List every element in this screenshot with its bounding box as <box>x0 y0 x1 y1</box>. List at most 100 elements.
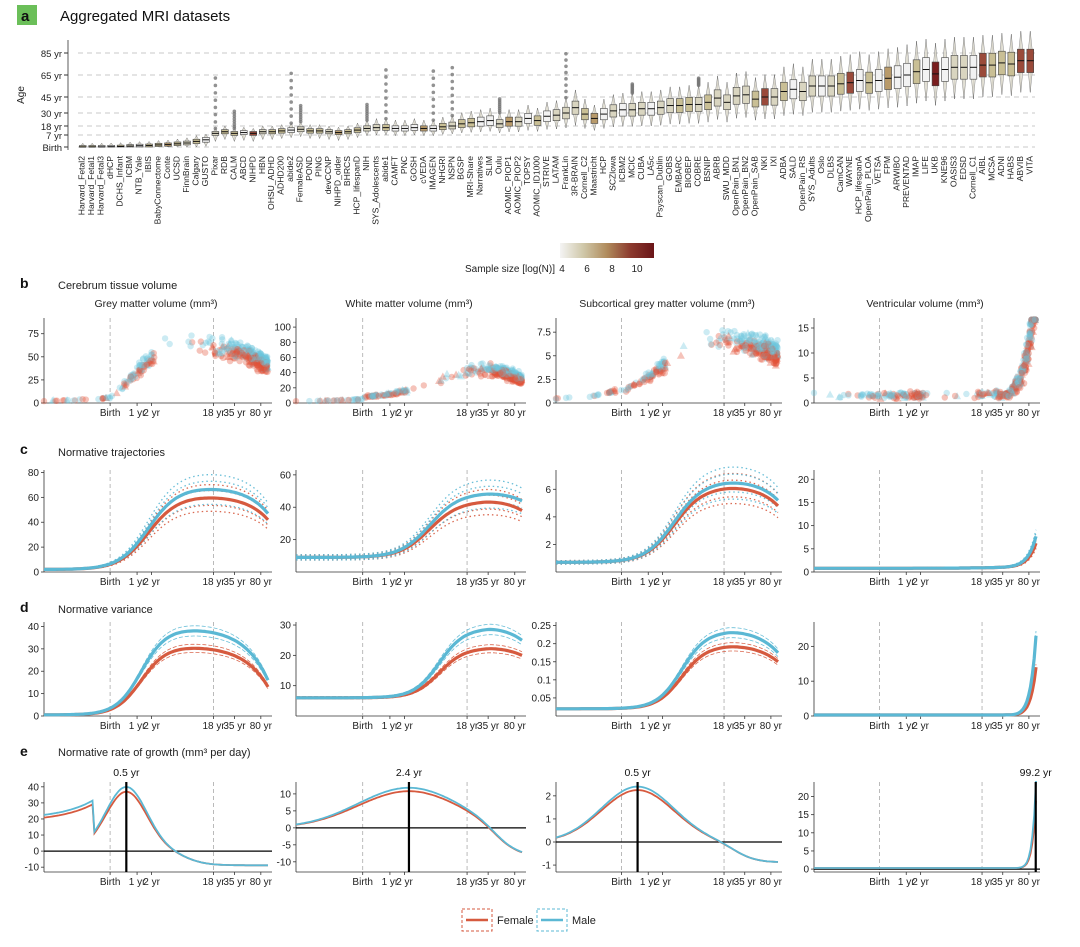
b3-point <box>760 351 767 358</box>
b3-point <box>766 352 773 359</box>
b1-point <box>131 373 139 380</box>
b2-point <box>513 371 521 378</box>
b4-point <box>994 390 1001 397</box>
b4-point <box>869 391 876 398</box>
b2-point <box>507 370 515 378</box>
b2-point <box>410 385 417 392</box>
b1-point <box>226 357 234 365</box>
b3-point <box>762 353 770 361</box>
b4-point <box>1005 390 1013 398</box>
b4-point <box>895 393 902 400</box>
b3-point <box>608 387 615 395</box>
b2-point <box>497 370 504 378</box>
b3-point <box>741 337 748 344</box>
b4-point <box>1031 316 1038 323</box>
b3-point <box>753 342 760 350</box>
b2-point <box>476 370 484 377</box>
b2-point <box>400 387 408 395</box>
a-category-label: CALM <box>228 156 238 180</box>
b4-point <box>922 391 930 399</box>
b4-point <box>1027 333 1034 340</box>
b2-point <box>517 378 525 386</box>
b3-point <box>759 345 767 353</box>
b4-point <box>997 391 1005 398</box>
b3-point <box>767 348 775 355</box>
e4-ytick-label: 10 <box>798 828 810 839</box>
b4-point <box>900 392 908 399</box>
b1-point <box>258 359 265 367</box>
c3-xtick-label: 1 yr <box>640 577 657 588</box>
b3-point <box>769 341 776 348</box>
a-outlier <box>630 82 635 86</box>
b4-point <box>1009 388 1016 395</box>
b4-point <box>981 390 989 398</box>
c4-xtick-label: 18 yr <box>971 577 994 588</box>
d2-xtick-label: 2 yr <box>396 721 413 732</box>
b2-point <box>512 372 519 379</box>
b3-point <box>740 330 748 338</box>
b4-point <box>1016 379 1023 386</box>
e2-ytick-label: 5 <box>285 806 291 817</box>
b1-point <box>256 354 263 361</box>
b3-point <box>762 352 769 359</box>
d2-xtick-label: 18 yr <box>456 721 479 732</box>
b2-xtick-label: 35 yr <box>477 408 500 419</box>
b2-point <box>372 391 380 398</box>
b4-point <box>997 393 1004 400</box>
b4-point <box>1030 316 1038 323</box>
a-outlier <box>450 93 455 98</box>
c1-female-line <box>43 496 270 572</box>
b3-point <box>756 331 764 338</box>
b3-point <box>708 341 715 348</box>
b4-point <box>975 389 984 397</box>
a-outlier <box>289 93 293 97</box>
b4-point <box>1028 319 1035 326</box>
a-category-label: GOBS <box>664 156 674 181</box>
b3-point <box>758 341 766 348</box>
b2-point <box>482 371 489 379</box>
b3-point <box>639 375 647 383</box>
b2-point <box>442 369 451 377</box>
a-outlier <box>564 64 568 69</box>
b4-point <box>1026 335 1033 343</box>
b3-point <box>773 343 780 350</box>
b2-point <box>511 369 519 376</box>
c4-centile-line <box>814 537 1037 569</box>
b4-point <box>1020 380 1028 387</box>
b3-point <box>655 366 662 373</box>
b3-point <box>752 349 759 356</box>
b4-point <box>876 394 883 401</box>
b4-point <box>890 392 898 399</box>
b1-point <box>258 355 265 362</box>
b2-point <box>399 387 406 394</box>
b3-point <box>606 389 613 397</box>
b3-point <box>770 343 778 351</box>
b1-point <box>235 347 243 354</box>
c3-centile-line <box>556 498 779 565</box>
b1-point <box>233 349 240 356</box>
b2-point <box>460 366 467 374</box>
b2-point <box>509 366 518 374</box>
b3-point <box>763 349 770 357</box>
b2-point <box>506 369 513 377</box>
e4-xtick-label: Birth <box>869 877 890 888</box>
b3-point <box>754 345 761 353</box>
b1-point <box>257 354 265 362</box>
b2-point <box>402 388 410 395</box>
b1-point <box>263 359 271 367</box>
b3-point <box>749 349 758 357</box>
c1-xtick-label: 35 yr <box>223 577 246 588</box>
b3-point <box>717 335 725 342</box>
b2-point <box>383 391 391 398</box>
b3-point <box>632 379 640 386</box>
b3-point <box>765 340 772 347</box>
a-outlier <box>298 103 303 108</box>
b1-point <box>136 369 144 376</box>
b2-point <box>484 360 493 369</box>
b3-point <box>676 351 685 359</box>
b2-point <box>517 374 525 381</box>
b2-point <box>511 372 518 379</box>
b2-point <box>510 370 519 378</box>
b1-point <box>101 393 110 402</box>
